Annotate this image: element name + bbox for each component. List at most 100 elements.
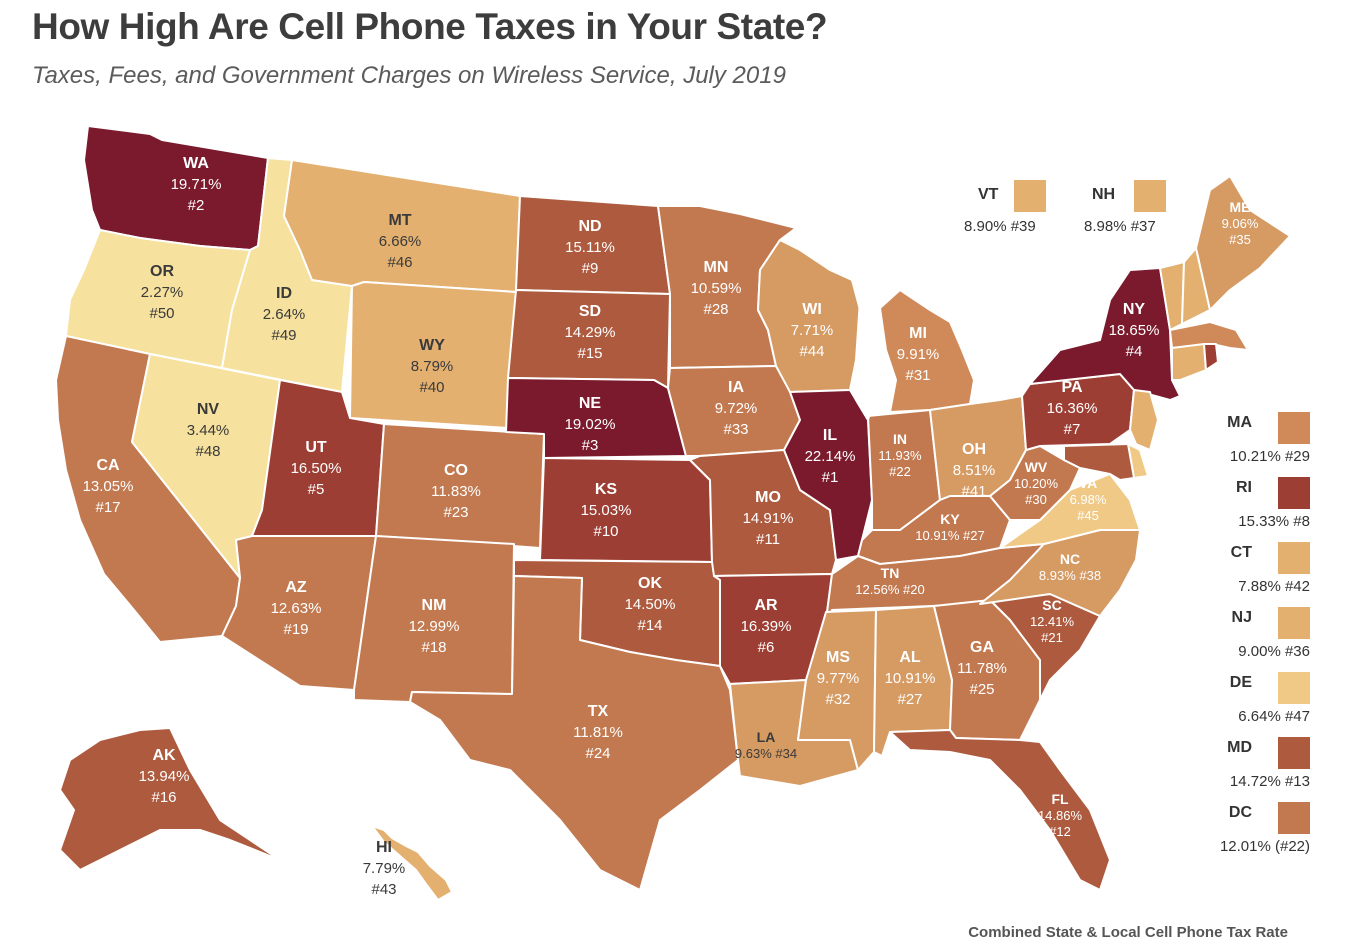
state-rank-TN: #20 bbox=[903, 582, 925, 597]
state-abbr-SC: SC bbox=[1042, 597, 1061, 613]
state-rank-FL: #12 bbox=[1049, 824, 1071, 839]
state-abbr-NE: NE bbox=[579, 395, 602, 412]
state-label-GA: GA 11.78% #25 bbox=[957, 639, 1007, 698]
state-rank-AK: #16 bbox=[151, 789, 176, 806]
state-rate-AK: 13.94% bbox=[139, 768, 190, 785]
state-rank-ND: #9 bbox=[582, 260, 599, 277]
state-MD[interactable] bbox=[1063, 443, 1135, 481]
state-rank-MN: #28 bbox=[703, 301, 728, 318]
state-rank-GA: #25 bbox=[969, 681, 994, 698]
state-abbr-CO: CO bbox=[444, 462, 468, 479]
state-rank-OH: #41 bbox=[961, 483, 986, 500]
state-rate-ID: 2.64% bbox=[263, 306, 306, 323]
callout-swatch bbox=[1278, 802, 1310, 834]
state-FL[interactable] bbox=[889, 729, 1111, 891]
state-abbr-AZ: AZ bbox=[285, 579, 307, 596]
state-AK[interactable] bbox=[59, 727, 281, 871]
state-MI[interactable] bbox=[879, 289, 975, 413]
state-abbr-WY: WY bbox=[419, 337, 445, 354]
state-abbr-MN: MN bbox=[704, 259, 729, 276]
state-TX[interactable] bbox=[409, 575, 739, 891]
state-abbr-AK: AK bbox=[152, 747, 176, 764]
state-label-OR: OR 2.27% #50 bbox=[141, 263, 184, 322]
state-label-SD: SD 14.29% #15 bbox=[565, 303, 616, 362]
state-abbr-LA: LA bbox=[757, 729, 776, 745]
state-rate-CO: 11.83% bbox=[431, 483, 481, 500]
state-rank-TX: #24 bbox=[585, 745, 610, 762]
state-rank-IN: #22 bbox=[889, 464, 911, 479]
state-RI[interactable] bbox=[1203, 343, 1219, 371]
callout-swatch bbox=[1278, 412, 1310, 444]
state-label-AL: AL 10.91% #27 bbox=[885, 649, 936, 708]
state-ME[interactable] bbox=[1195, 175, 1291, 311]
callout-value: 8.98% #37 bbox=[1084, 218, 1156, 235]
state-rate-IN: 11.93% bbox=[878, 448, 922, 463]
state-label-ME: ME9.06%#35 bbox=[1222, 199, 1259, 247]
state-rank-UT: #5 bbox=[308, 481, 325, 498]
state-rate-IA: 9.72% bbox=[715, 400, 758, 417]
state-abbr-UT: UT bbox=[305, 439, 327, 456]
state-rate-AL: 10.91% bbox=[885, 670, 936, 687]
state-abbr-NY: NY bbox=[1123, 301, 1146, 318]
state-label-PA: PA 16.36% #7 bbox=[1047, 379, 1098, 438]
state-rate-TN: 12.56% bbox=[855, 582, 903, 597]
state-label-MI: MI 9.91% #31 bbox=[897, 325, 940, 384]
state-rate-WV: 10.20% bbox=[1014, 476, 1059, 491]
state-rate-MS: 9.77% bbox=[817, 670, 860, 687]
state-rank-WI: #44 bbox=[799, 343, 824, 360]
state-label-IA: IA 9.72% #33 bbox=[715, 379, 758, 438]
state-CT[interactable] bbox=[1171, 343, 1207, 381]
state-label-NV: NV 3.44% #48 bbox=[187, 401, 230, 460]
state-label-AZ: AZ 12.63% #19 bbox=[271, 579, 322, 638]
state-rank-NC: #38 bbox=[1079, 568, 1101, 583]
state-rank-IL: #1 bbox=[822, 469, 839, 486]
state-label-CA: CA 13.05% #17 bbox=[83, 457, 134, 516]
source-note: Combined State & Local Cell Phone Tax Ra… bbox=[968, 924, 1288, 941]
callout-value: 12.01% (#22) bbox=[1219, 838, 1310, 855]
state-rank-AL: #27 bbox=[897, 691, 922, 708]
state-rank-KS: #10 bbox=[593, 523, 618, 540]
state-label-NY: NY 18.65% #4 bbox=[1109, 301, 1160, 360]
callout-swatch bbox=[1014, 180, 1046, 212]
state-abbr-AL: AL bbox=[899, 649, 921, 666]
state-rate-MT: 6.66% bbox=[379, 233, 422, 250]
state-abbr-OK: OK bbox=[638, 575, 662, 592]
state-rate-WI: 7.71% bbox=[791, 322, 834, 339]
state-abbr-AR: AR bbox=[754, 597, 778, 614]
state-label-WI: WI 7.71% #44 bbox=[791, 301, 834, 360]
state-HI[interactable] bbox=[371, 825, 453, 901]
callout-abbr: MA bbox=[1227, 414, 1252, 431]
state-label-WY: WY 8.79% #40 bbox=[411, 337, 454, 396]
state-rate-rank-NC: 8.93% #38 bbox=[1039, 568, 1101, 583]
state-rank-WY: #40 bbox=[419, 379, 444, 396]
state-rate-NV: 3.44% bbox=[187, 422, 230, 439]
state-WY[interactable] bbox=[349, 281, 517, 429]
callout-swatch bbox=[1278, 607, 1310, 639]
state-rate-GA: 11.78% bbox=[957, 660, 1007, 677]
state-KY[interactable] bbox=[857, 495, 1011, 565]
state-abbr-MO: MO bbox=[755, 489, 781, 506]
state-abbr-MT: MT bbox=[388, 212, 411, 229]
state-NJ[interactable] bbox=[1129, 389, 1159, 451]
state-label-NE: NE 19.02% #3 bbox=[565, 395, 616, 454]
state-rank-OR: #50 bbox=[149, 305, 174, 322]
state-label-MT: MT 6.66% #46 bbox=[379, 212, 422, 271]
state-rate-NM: 12.99% bbox=[409, 618, 460, 635]
state-label-IL: IL 22.14% #1 bbox=[805, 427, 856, 486]
state-rank-PA: #7 bbox=[1064, 421, 1081, 438]
state-rank-MS: #32 bbox=[825, 691, 850, 708]
state-rank-AR: #6 bbox=[758, 639, 775, 656]
state-NE[interactable] bbox=[505, 377, 687, 459]
state-labels: WA 19.71% #2 OR 2.27% #50 CA 13.05% #17 ID 2.64% #4… bbox=[83, 155, 1259, 898]
state-label-CO: CO 11.83% #23 bbox=[431, 462, 481, 521]
state-label-LA: LA9.63% #34 bbox=[735, 729, 797, 761]
state-label-MN: MN 10.59% #28 bbox=[691, 259, 742, 318]
state-rate-AZ: 12.63% bbox=[271, 600, 322, 617]
state-rank-LA: #34 bbox=[775, 746, 797, 761]
state-label-WA: WA 19.71% #2 bbox=[171, 155, 222, 214]
state-NC[interactable] bbox=[979, 529, 1141, 617]
